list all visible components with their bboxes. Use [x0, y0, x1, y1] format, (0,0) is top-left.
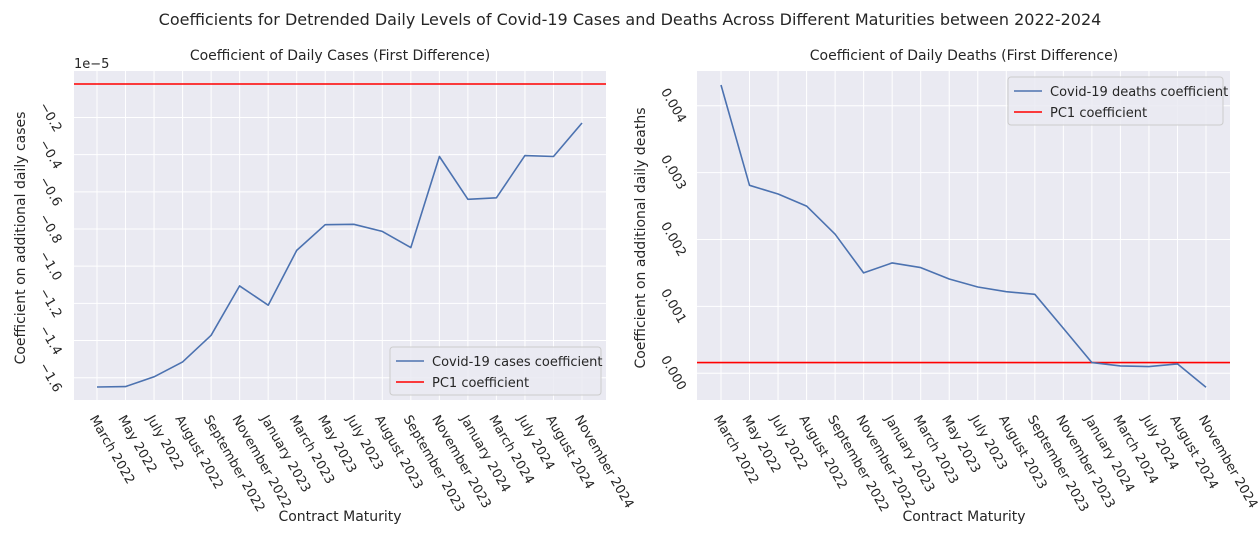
cases-y-tick-label: −1.2 [36, 286, 65, 321]
deaths-series-line [720, 84, 1207, 388]
cases-x-axis-label: Contract Maturity [278, 509, 401, 525]
deaths-legend-label-pc1: PC1 coefficient [1050, 106, 1147, 121]
deaths-y-tick-label: 0.002 [657, 220, 689, 260]
cases-plot-area [74, 71, 606, 400]
cases-y-tick-label: −0.8 [36, 212, 65, 247]
cases-series [74, 83, 606, 388]
deaths-y-tick-label: 0.001 [657, 287, 689, 327]
cases-series-line [96, 122, 583, 388]
cases-y-tick-label: −0.4 [36, 137, 65, 172]
deaths-y-ticks: 0.000 0.001 0.002 0.003 0.004 [657, 86, 689, 393]
deaths-y-tick-label: 0.003 [657, 153, 689, 193]
deaths-grid [697, 71, 1230, 400]
deaths-y-tick-label: 0.000 [657, 353, 689, 393]
cases-y-tick-label: −1.4 [36, 323, 65, 358]
deaths-legend: Covid-19 deaths coefficient PC1 coeffici… [1007, 76, 1228, 126]
cases-y-axis-label: Coefficient on additional daily cases [13, 112, 29, 365]
deaths-x-axis-label: Contract Maturity [902, 509, 1025, 525]
cases-chart-title: Coefficient of Daily Cases (First Differ… [190, 48, 490, 64]
deaths-plot-area [697, 71, 1230, 400]
cases-y-tick-label: −1.0 [36, 249, 65, 284]
cases-y-tick-label: −1.6 [36, 360, 65, 395]
deaths-y-tick-label: 0.004 [657, 86, 689, 126]
cases-legend: Covid-19 cases coefficient PC1 coefficie… [389, 346, 603, 396]
deaths-chart-title: Coefficient of Daily Deaths (First Diffe… [810, 48, 1118, 64]
figure-title: Coefficients for Detrended Daily Levels … [159, 10, 1102, 29]
cases-legend-box [389, 346, 602, 396]
cases-y-tick-label: −0.2 [36, 100, 65, 135]
deaths-legend-label-series: Covid-19 deaths coefficient [1050, 85, 1228, 100]
deaths-legend-box [1007, 76, 1224, 126]
deaths-series [697, 84, 1230, 388]
cases-y-ticks: −1.6−1.4−1.2−1.0−0.8 −0.6−0.4−0.2 [36, 100, 65, 395]
cases-y-tick-label: −0.6 [36, 174, 65, 209]
deaths-chart: 0.000 0.001 0.002 0.003 0.004 March 2022May … [633, 48, 1260, 525]
cases-chart: −1.6−1.4−1.2−1.0−0.8 −0.6−0.4−0.2 March 2… [13, 48, 636, 525]
cases-legend-label-series: Covid-19 cases coefficient [432, 355, 603, 370]
cases-grid [74, 71, 606, 400]
cases-offset-text: 1e−5 [74, 57, 109, 72]
cases-legend-label-pc1: PC1 coefficient [432, 376, 529, 391]
deaths-y-axis-label: Coefficient on additional daily deaths [633, 107, 649, 368]
